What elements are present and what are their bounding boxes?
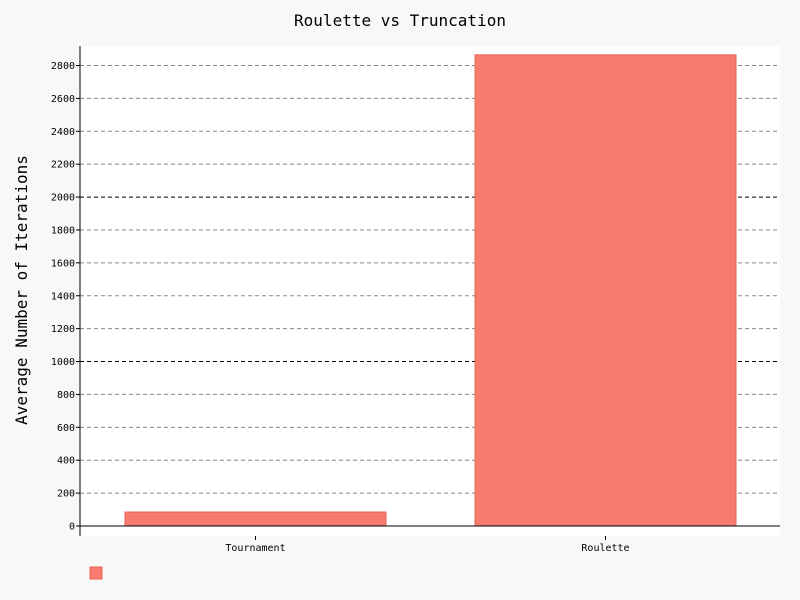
y-tick-label: 2800: [51, 61, 75, 72]
y-tick-label: 2200: [51, 160, 75, 171]
y-tick-label: 1800: [51, 225, 75, 236]
y-axis-ticks: 0 200 400 600 800 1000 1200 1400 1600 1800 2000 220…: [51, 61, 80, 533]
y-tick-label: 2600: [51, 94, 75, 105]
legend: [89, 566, 103, 580]
bar-tournament: [124, 511, 387, 527]
y-tick-label: 400: [57, 456, 75, 467]
y-tick-label: 2000: [51, 193, 75, 204]
bars: [124, 54, 737, 527]
x-axis-ticks: Tournament Roulette: [225, 536, 630, 554]
chart-title: Roulette vs Truncation: [294, 11, 506, 30]
y-tick-label: 1400: [51, 291, 75, 302]
y-tick-label: 0: [69, 522, 75, 533]
y-tick-label: 800: [57, 390, 75, 401]
y-tick-label: 1200: [51, 324, 75, 335]
y-tick-label: 1000: [51, 357, 75, 368]
bar-roulette: [474, 54, 737, 527]
y-tick-label: 1600: [51, 258, 75, 269]
y-tick-label: 2400: [51, 127, 75, 138]
y-tick-label: 200: [57, 489, 75, 500]
x-tick-label: Tournament: [225, 543, 285, 554]
legend-swatch: [89, 566, 103, 580]
y-tick-label: 600: [57, 423, 75, 434]
y-axis-label: Average Number of Iterations: [12, 155, 31, 425]
x-tick-label: Roulette: [581, 543, 629, 554]
